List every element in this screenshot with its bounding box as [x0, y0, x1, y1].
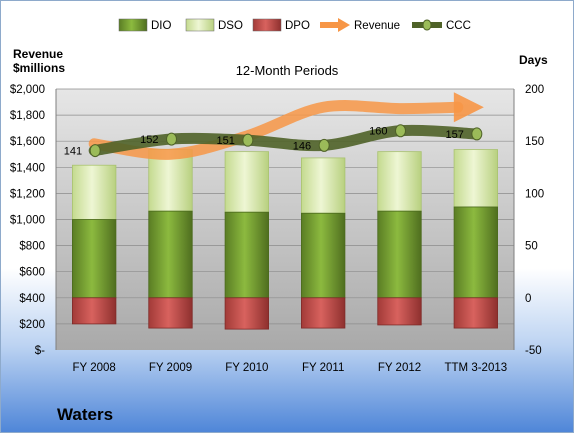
legend-swatch-dso: [185, 18, 215, 32]
left-tick-label: $1,400: [10, 162, 45, 174]
bar-dio: [148, 210, 193, 299]
bar-dso: [224, 151, 269, 213]
ccc-data-label: 160: [369, 126, 387, 138]
legend-label-dio: DIO: [151, 20, 172, 32]
ccc-data-label: 141: [64, 146, 82, 158]
bar-dio: [72, 219, 117, 299]
legend: DIO DSO DPO Revenue CCC: [118, 18, 471, 32]
legend-swatch-ccc-marker: [422, 19, 432, 31]
x-tick-label: FY 2012: [378, 362, 421, 374]
legend-swatch-dpo: [252, 18, 282, 32]
bar-dso: [72, 164, 117, 220]
ccc-data-label: 146: [293, 140, 311, 152]
bar-dio: [377, 210, 422, 299]
legend-swatch-dio: [118, 18, 148, 32]
x-tick-label: FY 2011: [302, 362, 344, 374]
right-tick-label: 0: [525, 293, 531, 305]
ccc-point: [471, 127, 483, 141]
bar-dpo: [377, 297, 422, 326]
right-tick-label: 100: [525, 188, 544, 200]
legend-label-revenue: Revenue: [354, 20, 400, 32]
left-axis-title-line1: Revenue: [13, 47, 64, 61]
legend-swatch-revenue-head: [338, 18, 350, 32]
bar-dpo: [224, 297, 269, 330]
right-axis-title: Days: [519, 53, 548, 67]
bar-dso: [377, 151, 422, 212]
right-tick-label: 50: [525, 241, 538, 253]
ccc-data-label: 152: [140, 134, 158, 146]
bar-dso: [148, 149, 193, 212]
right-tick-label: 150: [525, 136, 544, 148]
left-tick-label: $1,800: [10, 110, 45, 122]
bar-dpo: [148, 297, 193, 329]
x-tick-label: TTM 3-2013: [445, 362, 508, 374]
ccc-point: [89, 144, 101, 158]
left-tick-label: $1,200: [10, 188, 45, 200]
bar-dso: [301, 157, 346, 214]
right-tick-label: -50: [525, 345, 542, 357]
bar-dpo: [453, 297, 498, 329]
chart-subtitle: 12-Month Periods: [235, 63, 339, 78]
bar-dpo: [301, 297, 346, 329]
x-tick-label: FY 2009: [149, 362, 192, 374]
revenue-line: [88, 100, 464, 160]
legend-label-dpo: DPO: [285, 20, 310, 32]
ccc-data-label: 157: [445, 129, 463, 141]
left-tick-label: $800: [19, 241, 45, 253]
revenue-layer: [88, 92, 484, 160]
x-axis: FY 2008 FY 2009 FY 2010 FY 2011 FY 2012 TTM 3…: [73, 362, 508, 374]
ccc-data-label: 151: [216, 135, 234, 147]
left-tick-label: $-: [35, 345, 45, 357]
legend-label-ccc: CCC: [446, 20, 471, 32]
left-tick-label: $1,600: [10, 136, 45, 148]
revenue-arrowhead: [453, 92, 484, 123]
left-tick-label: $1,000: [10, 215, 45, 227]
bar-dio: [224, 211, 269, 299]
left-tick-label: $600: [19, 267, 45, 279]
bar-dio: [301, 212, 346, 299]
left-tick-label: $200: [19, 319, 45, 331]
legend-label-dso: DSO: [218, 20, 243, 32]
bars-layer: [72, 149, 498, 330]
ccc-line: [88, 124, 482, 157]
x-tick-label: FY 2008: [73, 362, 116, 374]
bar-dio: [453, 206, 498, 299]
x-tick-label: FY 2010: [225, 362, 268, 374]
right-axis: -50 0 50 100 150 200: [525, 84, 544, 357]
ccc-point: [395, 124, 406, 138]
left-axis-title: Revenue $millions: [13, 47, 65, 75]
ccc-point: [318, 138, 330, 152]
ccc-layer: 141 152 151 146 160 157: [64, 124, 483, 158]
ccc-point: [242, 133, 254, 147]
left-axis: $- $200 $400 $600 $800 $1,000 $1,200 $1,400 $1,6…: [10, 84, 45, 357]
left-axis-title-line2: $millions: [13, 61, 66, 75]
right-tick-label: 200: [525, 84, 544, 96]
left-tick-label: $2,000: [10, 84, 45, 96]
left-tick-label: $400: [19, 293, 45, 305]
company-name: Waters: [57, 405, 114, 424]
ccc-point: [166, 132, 177, 146]
bar-dpo: [72, 297, 117, 325]
bar-dso: [453, 149, 498, 208]
